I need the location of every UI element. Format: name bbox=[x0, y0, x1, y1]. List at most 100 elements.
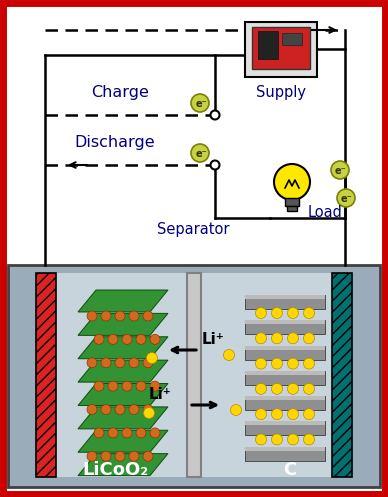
Bar bbox=[245, 421, 325, 435]
Circle shape bbox=[115, 451, 125, 461]
Circle shape bbox=[256, 383, 267, 394]
Bar bbox=[245, 295, 325, 299]
Text: e⁻: e⁻ bbox=[341, 194, 353, 204]
Text: Load: Load bbox=[308, 205, 343, 220]
Circle shape bbox=[87, 451, 97, 461]
Text: e⁻: e⁻ bbox=[335, 166, 347, 176]
Text: Supply: Supply bbox=[256, 85, 306, 100]
Circle shape bbox=[101, 358, 111, 368]
Polygon shape bbox=[78, 314, 168, 335]
Bar bbox=[245, 447, 325, 461]
Circle shape bbox=[256, 434, 267, 445]
Bar bbox=[36, 273, 352, 477]
Bar bbox=[245, 320, 325, 324]
Circle shape bbox=[150, 428, 160, 438]
Circle shape bbox=[303, 358, 315, 369]
Circle shape bbox=[272, 333, 282, 344]
Circle shape bbox=[223, 349, 234, 360]
Bar bbox=[245, 295, 325, 309]
Circle shape bbox=[272, 434, 282, 445]
Polygon shape bbox=[78, 290, 168, 312]
Circle shape bbox=[288, 383, 298, 394]
Bar bbox=[245, 396, 325, 410]
Circle shape bbox=[211, 110, 220, 119]
Bar bbox=[245, 396, 325, 400]
Circle shape bbox=[274, 164, 310, 200]
Circle shape bbox=[147, 352, 158, 363]
Circle shape bbox=[108, 428, 118, 438]
Circle shape bbox=[256, 358, 267, 369]
Circle shape bbox=[272, 358, 282, 369]
Circle shape bbox=[87, 358, 97, 368]
Text: e⁻: e⁻ bbox=[195, 99, 207, 109]
Circle shape bbox=[143, 451, 153, 461]
Circle shape bbox=[303, 383, 315, 394]
Circle shape bbox=[143, 358, 153, 368]
Circle shape bbox=[303, 308, 315, 319]
Text: Charge: Charge bbox=[91, 85, 149, 100]
Circle shape bbox=[115, 358, 125, 368]
Circle shape bbox=[122, 428, 132, 438]
Circle shape bbox=[256, 333, 267, 344]
Circle shape bbox=[94, 428, 104, 438]
Circle shape bbox=[87, 311, 97, 321]
Circle shape bbox=[115, 405, 125, 414]
Bar bbox=[245, 447, 325, 451]
Polygon shape bbox=[78, 337, 168, 359]
Circle shape bbox=[94, 334, 104, 344]
Circle shape bbox=[191, 94, 209, 112]
Circle shape bbox=[288, 409, 298, 419]
Text: LiCoO₂: LiCoO₂ bbox=[82, 461, 148, 479]
Circle shape bbox=[288, 308, 298, 319]
Polygon shape bbox=[78, 454, 168, 476]
Bar bbox=[285, 198, 299, 206]
Circle shape bbox=[150, 334, 160, 344]
Circle shape bbox=[272, 383, 282, 394]
Circle shape bbox=[256, 308, 267, 319]
Circle shape bbox=[331, 161, 349, 179]
Circle shape bbox=[288, 358, 298, 369]
Circle shape bbox=[288, 434, 298, 445]
Bar bbox=[282, 33, 302, 45]
Bar bbox=[245, 320, 325, 334]
Bar bbox=[187, 273, 201, 477]
Circle shape bbox=[129, 405, 139, 414]
Text: Li⁺: Li⁺ bbox=[202, 332, 225, 347]
Circle shape bbox=[288, 333, 298, 344]
Bar bbox=[36, 273, 56, 477]
Circle shape bbox=[122, 334, 132, 344]
Bar bbox=[258, 31, 278, 59]
Circle shape bbox=[122, 381, 132, 391]
Circle shape bbox=[129, 451, 139, 461]
Circle shape bbox=[101, 311, 111, 321]
Circle shape bbox=[101, 405, 111, 414]
Circle shape bbox=[129, 311, 139, 321]
Text: Separator: Separator bbox=[157, 222, 229, 237]
Circle shape bbox=[211, 161, 220, 169]
Bar bbox=[245, 345, 325, 349]
Circle shape bbox=[303, 434, 315, 445]
Bar bbox=[245, 421, 325, 425]
Circle shape bbox=[143, 405, 153, 414]
Circle shape bbox=[272, 308, 282, 319]
Text: Li⁺: Li⁺ bbox=[149, 387, 172, 402]
Circle shape bbox=[115, 311, 125, 321]
Polygon shape bbox=[78, 384, 168, 406]
Circle shape bbox=[136, 428, 146, 438]
Bar bbox=[245, 371, 325, 385]
Circle shape bbox=[136, 334, 146, 344]
Circle shape bbox=[256, 409, 267, 419]
Bar bbox=[245, 345, 325, 359]
Circle shape bbox=[303, 409, 315, 419]
Circle shape bbox=[303, 333, 315, 344]
Bar bbox=[252, 27, 310, 69]
Bar bbox=[332, 273, 352, 477]
Text: e⁻: e⁻ bbox=[195, 149, 207, 159]
Text: C: C bbox=[283, 461, 296, 479]
Circle shape bbox=[191, 144, 209, 162]
Bar bbox=[245, 22, 317, 77]
Circle shape bbox=[230, 405, 241, 415]
Circle shape bbox=[272, 409, 282, 419]
Bar bbox=[8, 265, 380, 487]
Polygon shape bbox=[78, 430, 168, 452]
